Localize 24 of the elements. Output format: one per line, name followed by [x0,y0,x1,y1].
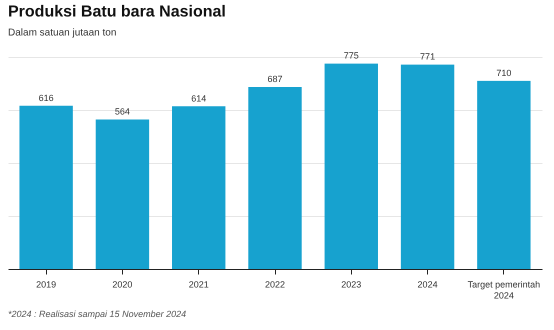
bar [400,64,454,269]
chart-subtitle: Dalam satuan jutaan ton [8,28,116,39]
x-tick-label: 2022 [264,280,286,290]
data-label: 775 [344,50,359,61]
bar [248,86,302,269]
x-tick-label: 2024 [418,280,438,290]
data-label: 771 [420,52,436,62]
text: *2024 : Realisasi sampai 15 November 2024 [8,309,186,319]
bar [324,64,378,269]
bar [172,106,226,269]
x-tick-label: 2019 [36,280,56,290]
data-label: 616 [38,92,54,103]
bar [477,80,531,269]
data-label: 564 [114,106,130,117]
data-label: 710 [496,68,512,78]
x-tick-label: 2020 [112,280,132,290]
x-tick-label: 2023 [341,280,362,290]
x-tick-label: Target pemerintah 2024 [468,280,540,300]
bar [19,106,73,269]
data-label: 687 [267,74,283,84]
x-tick-label: 2021 [188,280,209,290]
chart-title: Produksi Batu bara Nasional [8,4,226,21]
data-label: 614 [191,93,206,104]
bar [96,120,150,269]
